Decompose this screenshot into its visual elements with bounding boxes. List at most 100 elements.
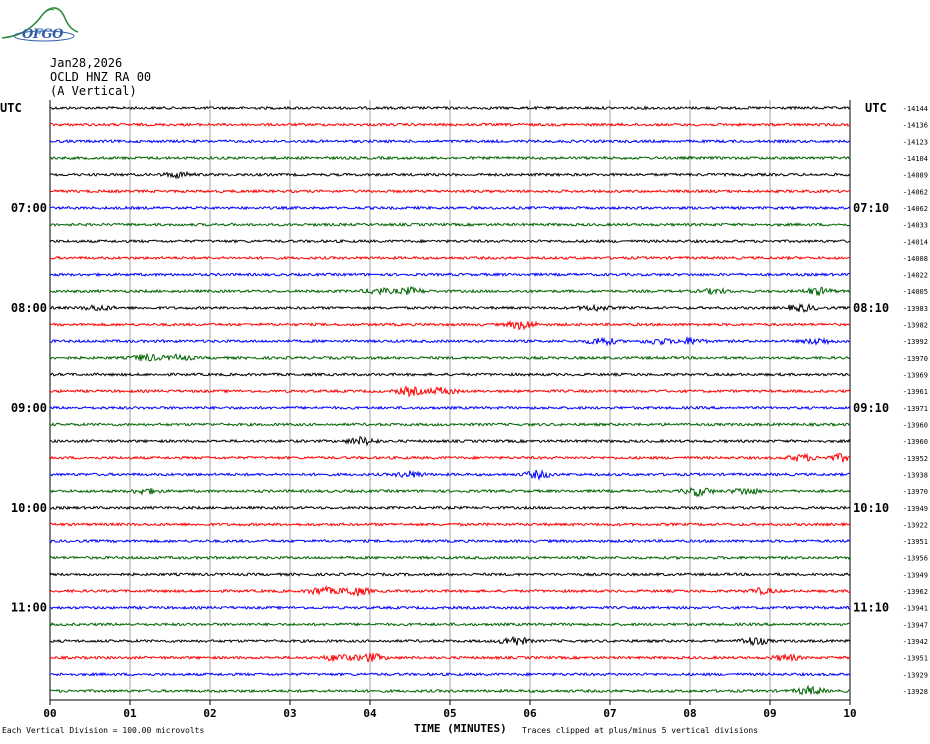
trace-offset-label: -13956 — [903, 555, 928, 563]
trace-line — [49, 122, 851, 128]
trace-line — [49, 372, 851, 378]
header-date: Jan28,2026 — [50, 56, 123, 70]
ofgo-logo — [0, 0, 80, 44]
x-tick-label: 05 — [443, 707, 456, 720]
trace-offset-label: -13970 — [903, 488, 928, 496]
x-tick-label: 06 — [523, 707, 537, 720]
trace-line — [49, 238, 851, 244]
x-tick-label: 04 — [363, 707, 377, 720]
trace-line — [49, 635, 851, 647]
trace-line — [49, 138, 851, 144]
trace-line — [49, 555, 851, 561]
left-utc-label: UTC — [0, 101, 22, 115]
trace-offset-label: -13949 — [903, 571, 928, 579]
left-time-label: 09:00 — [11, 401, 47, 415]
trace-offset-label: -14144 — [903, 105, 928, 113]
trace-line — [49, 155, 851, 161]
trace-line — [49, 222, 851, 228]
trace-offset-label: -13971 — [903, 405, 928, 413]
trace-offset-label: -13952 — [903, 455, 928, 463]
trace-offset-label: -13960 — [903, 421, 928, 429]
trace-line — [49, 605, 851, 611]
left-time-label: 08:00 — [11, 301, 47, 315]
trace-line — [49, 170, 851, 180]
trace-offset-label: -13922 — [903, 521, 928, 529]
right-time-label: 08:10 — [853, 301, 889, 315]
trace-offset-label: -13949 — [903, 505, 928, 513]
left-time-label: 07:00 — [11, 201, 47, 215]
trace-offset-label: -13970 — [903, 355, 928, 363]
trace-offset-label: -13947 — [903, 621, 928, 629]
x-tick-label: 10 — [843, 707, 856, 720]
trace-offset-label: -13992 — [903, 338, 928, 346]
trace-offset-label: -13969 — [903, 372, 928, 380]
right-time-label: 09:10 — [853, 401, 889, 415]
trace-offset-label: -13941 — [903, 605, 928, 613]
x-tick-label: 02 — [203, 707, 216, 720]
trace-line — [49, 621, 851, 627]
trace-offset-label: -13938 — [903, 471, 928, 479]
header-component: (A Vertical) — [50, 84, 137, 98]
trace-offset-label: -13928 — [903, 688, 928, 696]
trace-offset-label: -14022 — [903, 272, 928, 280]
trace-line — [49, 436, 851, 447]
trace-line — [49, 352, 851, 362]
scale-note: Each Vertical Division = 100.00 microvol… — [2, 726, 205, 735]
clip-note: Traces clipped at plus/minus 5 vertical … — [522, 726, 759, 735]
trace-line — [49, 521, 851, 528]
x-axis-label: TIME (MINUTES) — [414, 722, 507, 735]
trace-offset-label: -13929 — [903, 671, 928, 679]
trace-line — [49, 571, 851, 577]
x-tick-label: 08 — [683, 707, 696, 720]
trace-offset-label: -14014 — [903, 238, 928, 246]
right-time-label: 11:10 — [853, 601, 889, 615]
trace-line — [49, 255, 851, 261]
right-time-label: 07:10 — [853, 201, 889, 215]
trace-line — [49, 205, 851, 211]
trace-offset-label: -14033 — [903, 222, 928, 230]
trace-line — [49, 651, 851, 663]
left-time-label: 10:00 — [11, 501, 47, 515]
trace-offset-label: -14136 — [903, 122, 928, 130]
trace-offset-label: -13942 — [903, 638, 928, 646]
trace-offset-label: -14104 — [903, 155, 928, 163]
trace-line — [49, 385, 851, 398]
header-station: OCLD HNZ RA 00 — [50, 70, 152, 84]
trace-line — [49, 405, 851, 411]
logo-text: OFGO — [22, 27, 63, 42]
trace-line — [49, 684, 851, 696]
trace-offset-label: -14123 — [903, 138, 928, 146]
trace-line — [49, 335, 851, 347]
trace-line — [49, 469, 851, 481]
logo-mountain-icon — [1, 7, 79, 39]
left-time-label: 11:00 — [11, 601, 47, 615]
trace-offset-label: -13951 — [903, 538, 928, 546]
trace-line — [49, 538, 851, 544]
trace-line — [49, 105, 851, 111]
trace-line — [49, 671, 851, 677]
trace-line — [49, 487, 851, 498]
trace-offset-label: -13982 — [903, 322, 928, 330]
trace-offset-label: -13962 — [903, 588, 928, 596]
trace-offset-label: -13961 — [903, 388, 928, 396]
x-tick-label: 03 — [283, 707, 296, 720]
trace-offset-label: -14005 — [903, 288, 928, 296]
trace-line — [49, 285, 851, 296]
x-tick-label: 00 — [43, 707, 56, 720]
trace-offset-label: -14062 — [903, 188, 928, 196]
trace-offset-label: -13960 — [903, 438, 928, 446]
trace-offset-label: -13951 — [903, 655, 928, 663]
trace-line — [49, 188, 851, 194]
trace-line — [49, 271, 851, 278]
right-utc-label: UTC — [865, 101, 887, 115]
trace-line — [49, 422, 851, 427]
x-tick-label: 07 — [603, 707, 616, 720]
x-tick-label: 09 — [763, 707, 776, 720]
trace-line — [49, 505, 851, 511]
x-tick-label: 01 — [123, 707, 137, 720]
trace-line — [49, 584, 851, 597]
trace-line — [49, 319, 851, 331]
trace-line — [49, 302, 851, 313]
trace-offset-label: -14008 — [903, 255, 928, 263]
